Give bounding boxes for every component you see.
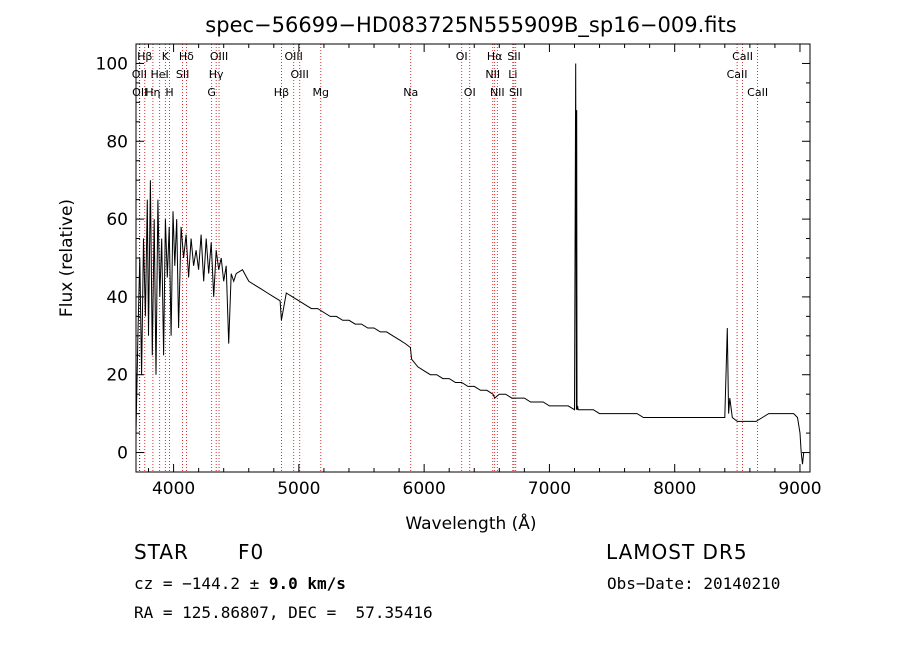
y-tick-label: 60 bbox=[106, 210, 128, 230]
y-tick-label: 20 bbox=[106, 366, 128, 386]
spectral-line-label: Hγ bbox=[209, 68, 224, 81]
spectral-line-label: OII bbox=[132, 68, 147, 81]
spectral-line-label: Na bbox=[403, 86, 418, 99]
spectral-line-label: CaII bbox=[727, 68, 748, 81]
plot-frame bbox=[135, 43, 811, 473]
spectral-line-label: Hδ bbox=[179, 50, 194, 63]
spectral-line-label: OIII bbox=[291, 68, 309, 81]
spectral-line-label: H bbox=[165, 86, 173, 99]
y-tick-label: 40 bbox=[106, 288, 128, 308]
spectral-line-label: K bbox=[162, 50, 170, 63]
redshift-value: cz = −144.2 ± bbox=[134, 574, 269, 593]
coordinates: RA = 125.86807, DEC = 57.35416 bbox=[134, 603, 433, 622]
spectral-line-label: OI bbox=[464, 86, 476, 99]
x-tick-label: 6000 bbox=[403, 479, 446, 499]
x-tick-label: 7000 bbox=[528, 479, 571, 499]
redshift-error: 9.0 km/s bbox=[268, 574, 346, 593]
spectral-line-label: CaII bbox=[747, 86, 768, 99]
spectrum-series-line bbox=[135, 63, 805, 465]
spectral-line-label: Hβ bbox=[274, 86, 289, 99]
y-tick-label: 80 bbox=[106, 132, 128, 152]
x-axis-label: Wavelength (Å) bbox=[405, 512, 536, 534]
spectral-line-label: SII bbox=[176, 68, 189, 81]
y-axis-label: Flux (relative) bbox=[57, 199, 77, 317]
spectral-line-label: OIII bbox=[285, 50, 303, 63]
spectral-line-labels: Hβ K Hδ OIII OIII OI Hα SII CaII OII HeI SII Hγ OIII N… bbox=[132, 50, 768, 99]
spectral-line-label: SII bbox=[509, 86, 522, 99]
y-axis-ticks: 0 20 40 60 80 100 bbox=[96, 54, 810, 464]
object-class: STAR bbox=[134, 540, 189, 564]
x-tick-label: 5000 bbox=[277, 479, 320, 499]
spectral-line-label: OI bbox=[456, 50, 468, 63]
x-axis-ticks: 4000 5000 6000 7000 8000 9000 bbox=[148, 44, 822, 499]
object-subclass: F0 bbox=[238, 540, 265, 564]
spectral-line-label: Li bbox=[508, 68, 517, 81]
spectral-line-label: Hη bbox=[145, 86, 160, 99]
spectral-line-label: Hβ bbox=[137, 50, 152, 63]
spectral-line-label: NII bbox=[490, 86, 505, 99]
spectral-line-label: G bbox=[207, 86, 216, 99]
x-tick-label: 8000 bbox=[653, 479, 696, 499]
y-tick-label: 100 bbox=[96, 54, 128, 74]
spectral-line-label: CaII bbox=[732, 50, 753, 63]
observation-date: Obs−Date: 20140210 bbox=[607, 574, 781, 593]
redshift-line: cz = −144.2 ± 9.0 km/s bbox=[134, 574, 346, 593]
chart-title: spec−56699−HD083725N555909B_sp16−009.fit… bbox=[205, 13, 736, 38]
spectral-line-label: NII bbox=[485, 68, 500, 81]
x-tick-label: 9000 bbox=[778, 479, 821, 499]
spectral-line-label: SII bbox=[507, 50, 520, 63]
spectral-line-label: Mg bbox=[313, 86, 329, 99]
survey-name: LAMOST DR5 bbox=[606, 540, 748, 564]
y-tick-label: 0 bbox=[117, 444, 128, 464]
spectral-line-label: OIII bbox=[210, 50, 228, 63]
spectral-line-label: HeI bbox=[151, 68, 169, 81]
x-tick-label: 4000 bbox=[152, 479, 195, 499]
spectral-line-markers bbox=[138, 44, 759, 472]
spectral-line-label: Hα bbox=[487, 50, 503, 63]
